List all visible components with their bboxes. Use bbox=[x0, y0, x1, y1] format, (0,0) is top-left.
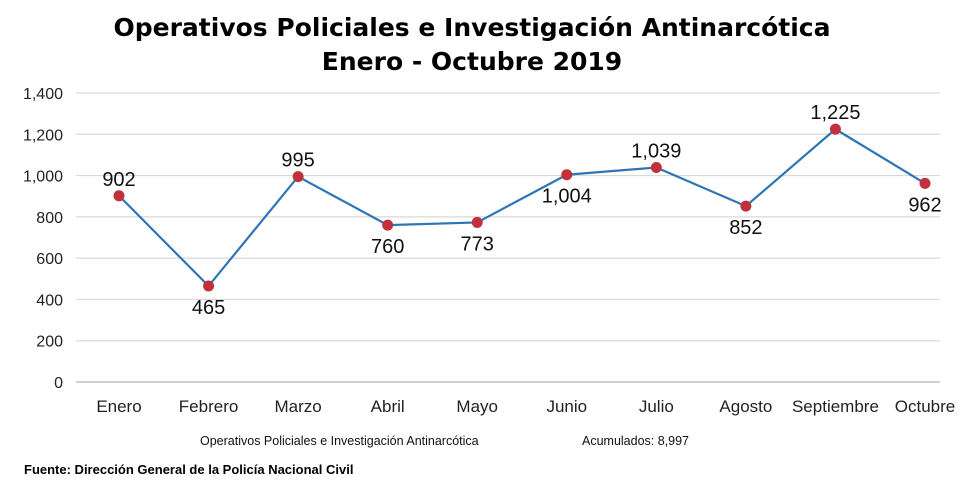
x-tick-label: Julio bbox=[639, 397, 674, 416]
data-label: 1,004 bbox=[542, 186, 592, 208]
chart-title-line-1: Operativos Policiales e Investigación An… bbox=[114, 13, 831, 42]
data-label: 1,225 bbox=[810, 102, 860, 124]
legend-entry: Operativos Policiales e Investigación An… bbox=[200, 434, 479, 448]
x-tick-label: Marzo bbox=[274, 397, 321, 416]
data-points bbox=[113, 123, 931, 292]
data-point bbox=[561, 169, 573, 181]
data-point bbox=[292, 171, 304, 183]
data-point bbox=[919, 177, 931, 189]
x-tick-label: Febrero bbox=[179, 397, 239, 416]
data-label: 902 bbox=[102, 169, 135, 191]
data-point bbox=[650, 162, 662, 174]
data-point bbox=[382, 219, 394, 231]
y-tick-label: 800 bbox=[36, 210, 63, 227]
x-tick-label: Septiembre bbox=[792, 397, 879, 416]
data-label: 1,039 bbox=[631, 141, 681, 163]
x-axis-ticks: Enero Febrero Marzo Abril Mayo Junio Julio Agos… bbox=[96, 397, 955, 416]
data-point bbox=[113, 190, 125, 202]
y-tick-label: 1,000 bbox=[23, 169, 63, 186]
x-tick-label: Octubre bbox=[895, 397, 955, 416]
x-tick-label: Enero bbox=[96, 397, 141, 416]
y-tick-label: 600 bbox=[36, 251, 63, 268]
series-line bbox=[118, 127, 926, 288]
data-point bbox=[829, 123, 841, 135]
y-tick-label: 200 bbox=[36, 334, 63, 351]
data-point bbox=[471, 216, 483, 228]
data-point bbox=[740, 200, 752, 212]
accumulated-total: Acumulados: 8,997 bbox=[582, 434, 689, 448]
y-tick-label: 1,200 bbox=[23, 127, 63, 144]
source-note: Fuente: Dirección General de la Policía … bbox=[24, 462, 353, 477]
y-tick-label: 1,400 bbox=[23, 86, 63, 103]
x-tick-label: Mayo bbox=[456, 397, 498, 416]
data-label: 465 bbox=[192, 297, 225, 319]
y-tick-label: 0 bbox=[54, 375, 63, 392]
data-label: 760 bbox=[371, 236, 404, 258]
chart-title: Operativos Policiales e Investigación An… bbox=[114, 13, 831, 76]
x-tick-label: Abril bbox=[371, 397, 405, 416]
gridlines bbox=[76, 92, 940, 383]
x-tick-label: Agosto bbox=[719, 397, 772, 416]
data-label: 995 bbox=[281, 150, 314, 172]
x-tick-label: Junio bbox=[546, 397, 587, 416]
data-label: 852 bbox=[729, 217, 762, 239]
data-point bbox=[203, 280, 215, 292]
data-label: 962 bbox=[908, 194, 941, 216]
y-tick-label: 400 bbox=[36, 292, 63, 309]
chart-title-line-2: Enero - Octubre 2019 bbox=[322, 47, 622, 76]
data-labels: 902 465 995 760 773 1,004 1,039 852 1,225 962 bbox=[102, 102, 941, 319]
y-axis-ticks: 0 200 400 600 800 1,000 1,200 1,400 bbox=[23, 86, 63, 392]
data-label: 773 bbox=[461, 233, 494, 255]
